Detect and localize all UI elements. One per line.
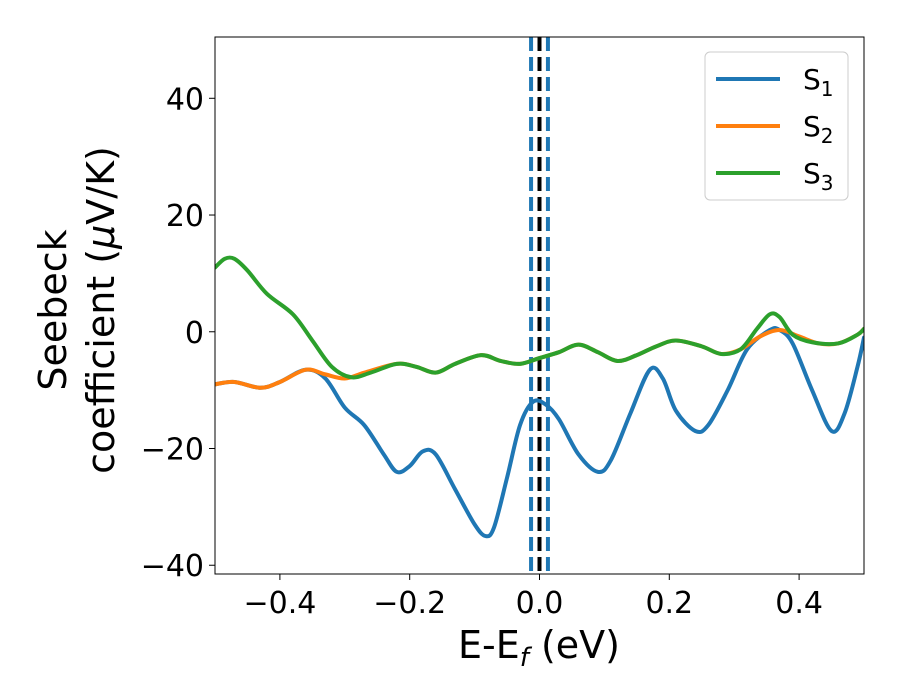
y-axis-label: Seebeck coefficient (μV/K) — [31, 146, 123, 474]
series-lines — [215, 255, 864, 539]
x-tick-label: 0.2 — [645, 586, 693, 621]
series-line-s1 — [215, 325, 864, 539]
legend-label-s3: S3 — [803, 157, 834, 195]
x-tick-label: 0.4 — [775, 586, 823, 621]
x-tick-label: 0.0 — [516, 586, 564, 621]
y-tick-label: −40 — [141, 549, 204, 584]
x-tick-label: −0.2 — [373, 586, 446, 621]
reference-lines — [529, 37, 550, 574]
series-line-s3 — [215, 255, 864, 380]
x-axis-label: E-Ef (eV) — [458, 623, 620, 673]
y-tick-label: 40 — [166, 82, 204, 117]
x-tick-label: −0.4 — [243, 586, 316, 621]
y-tick-label: 20 — [166, 199, 204, 234]
legend-label-s1: S1 — [803, 63, 834, 101]
y-axis-label-line1: Seebeck — [31, 229, 75, 390]
y-axis-ticks: −40 −20 0 20 40 — [141, 82, 215, 584]
legend: S1 S2 S3 — [704, 51, 849, 201]
legend-label-s2: S2 — [803, 110, 834, 148]
y-tick-label: 0 — [185, 316, 204, 351]
y-axis-label-line2: coefficient (μV/K) — [79, 146, 123, 474]
y-tick-label: −20 — [141, 433, 204, 468]
x-axis-ticks: −0.4 −0.2 0.0 0.2 0.4 — [243, 574, 823, 621]
